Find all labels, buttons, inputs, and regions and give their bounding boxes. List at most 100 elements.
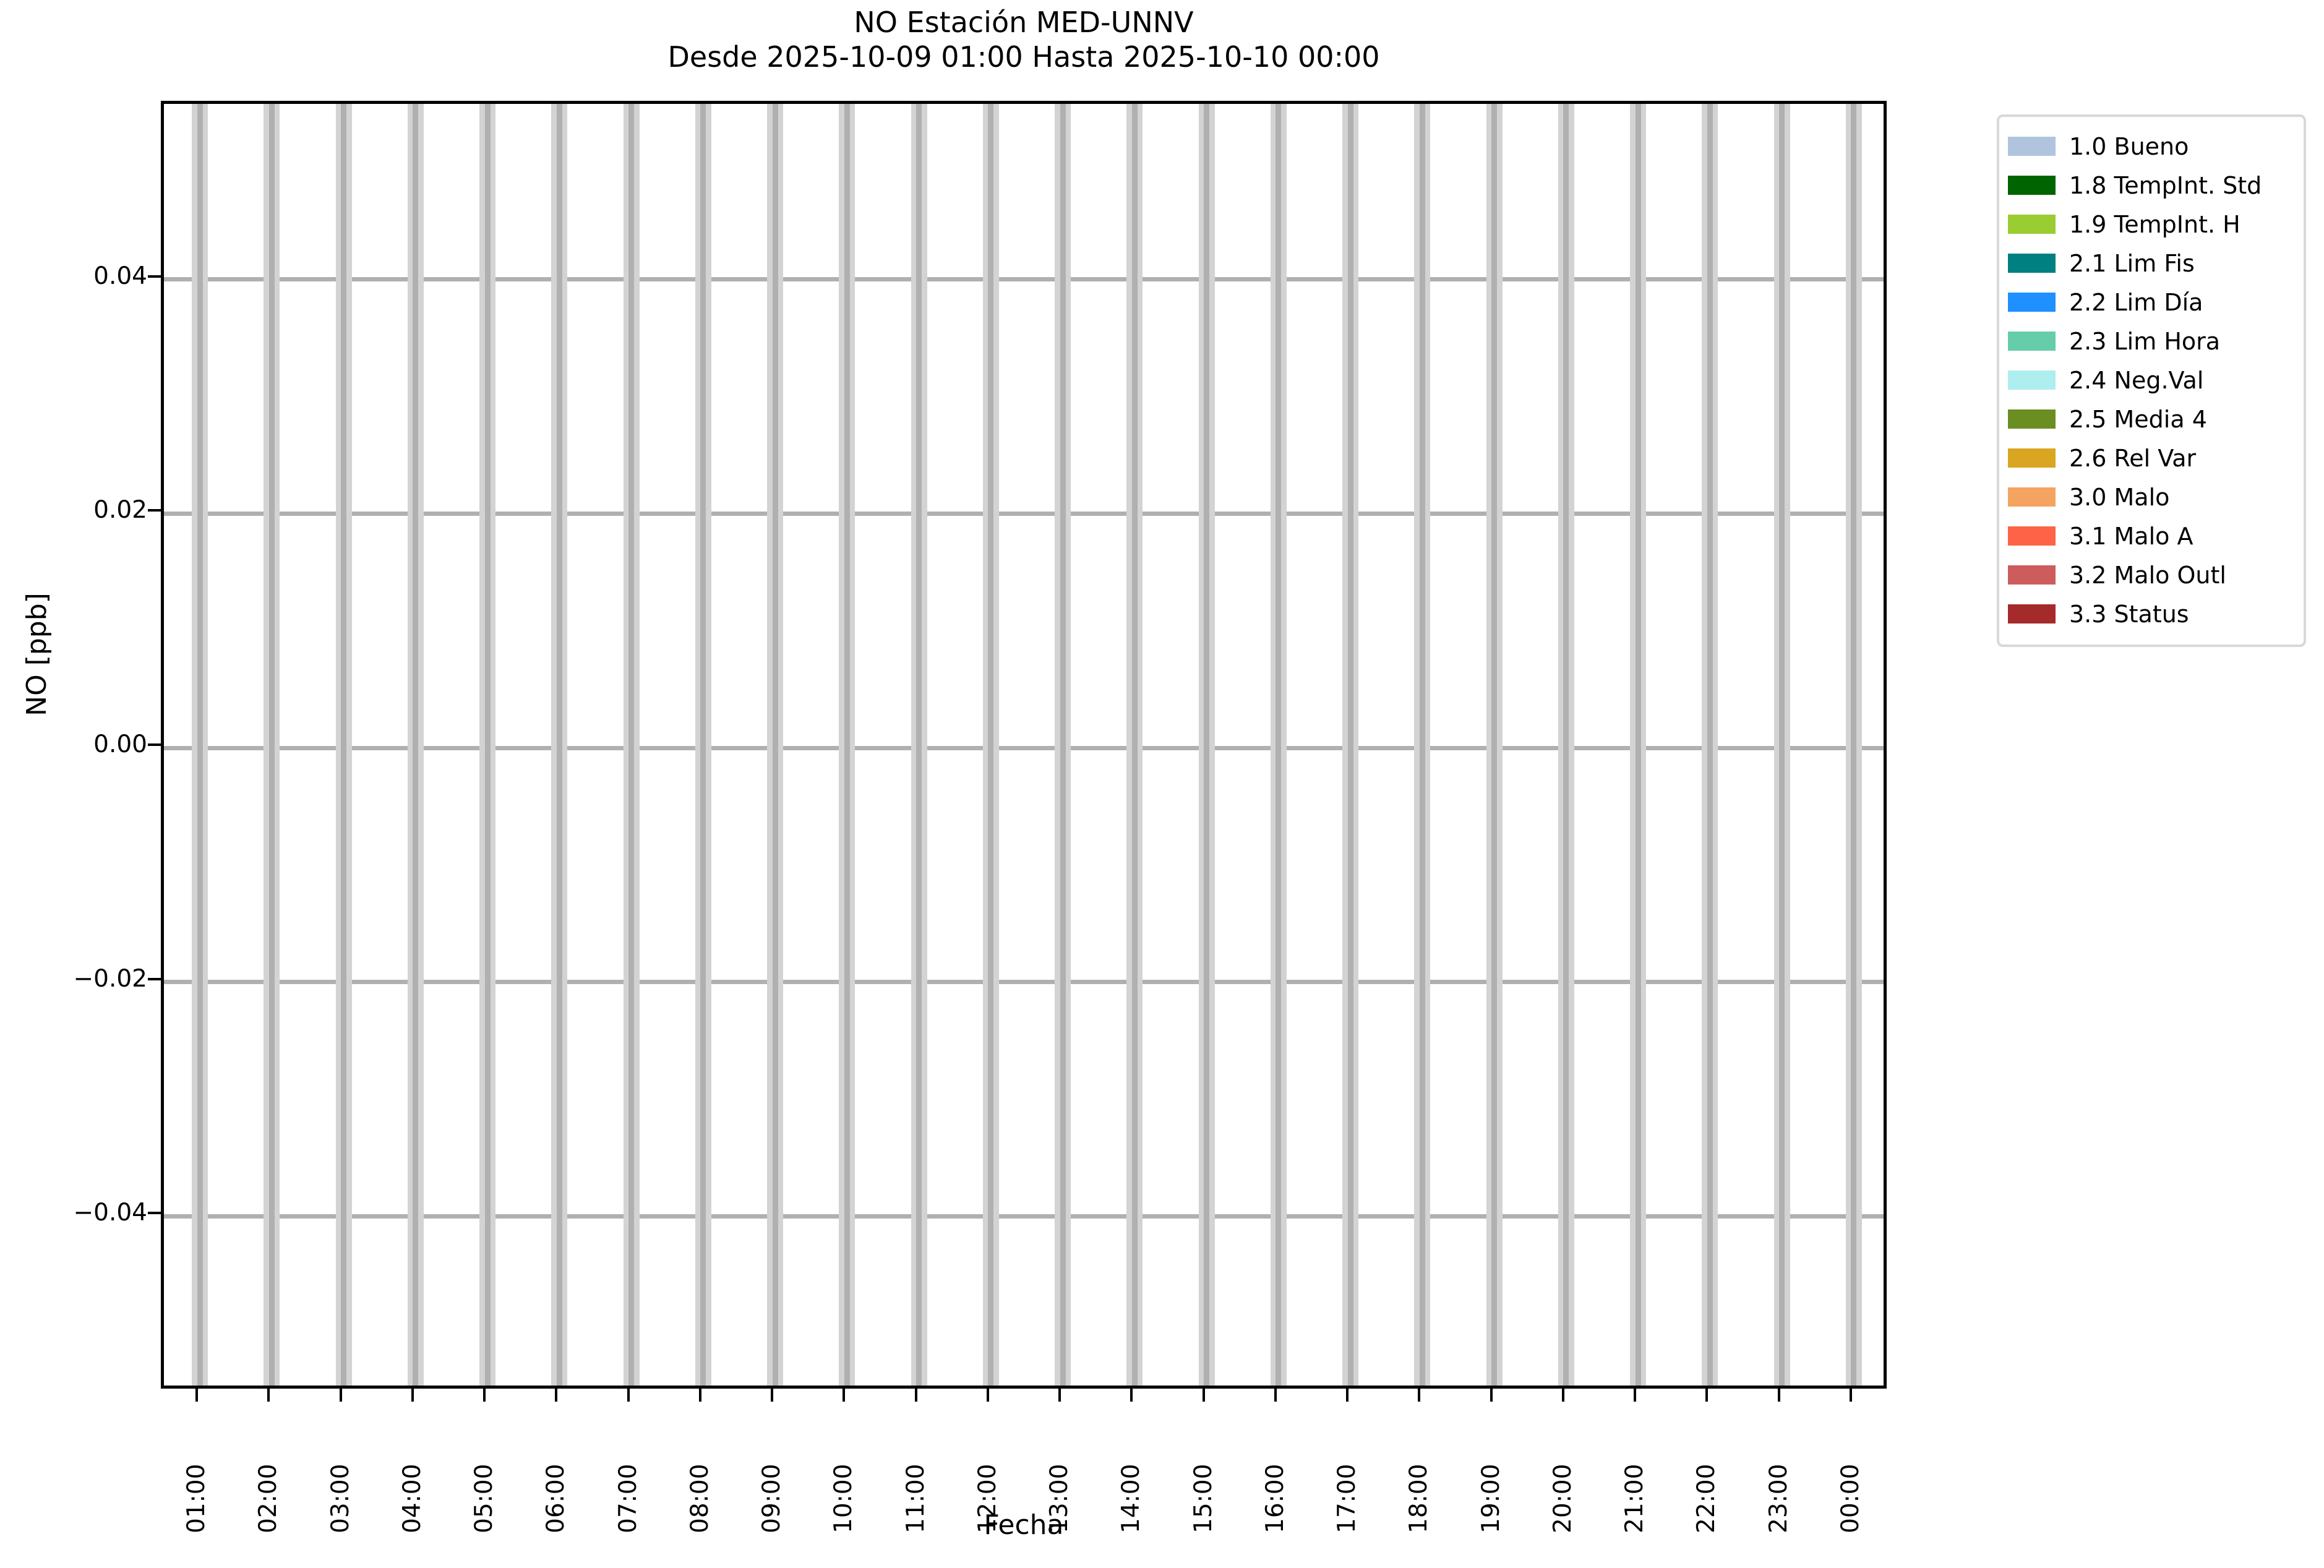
x-tick-mark (1058, 1389, 1061, 1402)
vertical-gridline (556, 104, 562, 1386)
vertical-gridline (700, 104, 706, 1386)
vertical-gridline (484, 104, 491, 1386)
vertical-gridline (1563, 104, 1569, 1386)
legend-label: 2.4 Neg.Val (2069, 366, 2204, 394)
legend-swatch (2008, 293, 2056, 312)
x-tick-mark (1634, 1389, 1637, 1402)
legend-label: 2.5 Media 4 (2069, 405, 2207, 433)
plot-inner (164, 104, 1884, 1386)
y-tick-mark (148, 977, 161, 980)
legend-item[interactable]: 2.2 Lim Día (2008, 283, 2295, 322)
vertical-gridline (988, 104, 994, 1386)
legend-swatch (2008, 332, 2056, 351)
x-tick-mark (1274, 1389, 1277, 1402)
legend-item[interactable]: 1.9 TempInt. H (2008, 205, 2295, 244)
y-tick-label: −0.04 (73, 1199, 147, 1227)
legend-label: 2.2 Lim Día (2069, 288, 2203, 316)
legend-item[interactable]: 2.3 Lim Hora (2008, 322, 2295, 361)
y-tick-label: 0.04 (93, 262, 147, 290)
legend-item[interactable]: 1.8 TempInt. Std (2008, 166, 2295, 205)
x-tick-mark (1418, 1389, 1421, 1402)
legend-swatch (2008, 137, 2056, 156)
vertical-gridline (1347, 104, 1353, 1386)
y-tick-label: 0.02 (93, 496, 147, 525)
y-tick-mark (148, 509, 161, 512)
x-tick-mark (843, 1389, 846, 1402)
legend-swatch (2008, 409, 2056, 429)
legend-swatch (2008, 176, 2056, 195)
legend-label: 3.1 Malo A (2069, 522, 2193, 550)
y-tick-label: −0.02 (73, 964, 147, 993)
y-tick-label: 0.00 (93, 730, 147, 758)
legend-item[interactable]: 3.1 Malo A (2008, 516, 2295, 555)
vertical-gridline (1707, 104, 1713, 1386)
y-tick-mark (148, 743, 161, 746)
vertical-gridline (1060, 104, 1066, 1386)
chart-subtitle: Desde 2025-10-09 01:00 Hasta 2025-10-10 … (667, 40, 1380, 74)
legend-item[interactable]: 1.0 Bueno (2008, 127, 2295, 166)
legend-label: 3.0 Malo (2069, 483, 2170, 511)
chart-title: NO Estación MED-UNNV (854, 6, 1194, 39)
vertical-gridline (916, 104, 922, 1386)
legend-label: 3.3 Status (2069, 600, 2189, 628)
x-tick-mark (339, 1389, 342, 1402)
x-tick-mark (1202, 1389, 1205, 1402)
legend-item[interactable]: 2.4 Neg.Val (2008, 361, 2295, 400)
legend-swatch (2008, 526, 2056, 546)
horizontal-gridline (164, 1214, 1884, 1219)
x-axis-ticks: 01:00 02:00 03:00 04:00 05:00 06:00 07:00 08:00… (161, 1389, 1887, 1568)
horizontal-gridline (164, 980, 1884, 985)
legend-item[interactable]: 3.2 Malo Outl (2008, 555, 2295, 594)
x-tick-mark (698, 1389, 701, 1402)
legend-swatch (2008, 604, 2056, 623)
legend-swatch (2008, 448, 2056, 468)
legend-label: 1.8 TempInt. Std (2069, 171, 2262, 199)
legend-label: 2.1 Lim Fis (2069, 249, 2195, 277)
vertical-gridline (628, 104, 635, 1386)
chart-title-block: NO Estación MED-UNNV Desde 2025-10-09 01… (161, 5, 1887, 74)
x-tick-mark (986, 1389, 989, 1402)
horizontal-gridline (164, 745, 1884, 750)
plot-area (161, 101, 1887, 1389)
legend-label: 1.9 TempInt. H (2069, 210, 2240, 238)
y-tick-mark (148, 1212, 161, 1215)
legend-label: 2.3 Lim Hora (2069, 327, 2221, 355)
vertical-gridline (844, 104, 850, 1386)
legend-item[interactable]: 2.1 Lim Fis (2008, 244, 2295, 283)
vertical-gridline (1131, 104, 1138, 1386)
legend-swatch (2008, 565, 2056, 585)
legend-swatch (2008, 215, 2056, 234)
vertical-gridline (1276, 104, 1282, 1386)
x-tick-mark (771, 1389, 774, 1402)
legend-item[interactable]: 2.6 Rel Var (2008, 439, 2295, 478)
legend-swatch (2008, 371, 2056, 390)
y-axis-label: NO [ppb] (21, 593, 53, 716)
vertical-gridline (268, 104, 275, 1386)
vertical-gridline (197, 104, 203, 1386)
vertical-gridline (1779, 104, 1785, 1386)
y-tick-mark (148, 275, 161, 278)
x-tick-mark (267, 1389, 270, 1402)
vertical-gridline (1419, 104, 1425, 1386)
legend-item[interactable]: 3.3 Status (2008, 594, 2295, 633)
x-tick-mark (1130, 1389, 1133, 1402)
chart-legend: 1.0 Bueno 1.8 TempInt. Std 1.9 TempInt. H 2… (1997, 114, 2306, 647)
horizontal-gridline (164, 511, 1884, 516)
vertical-gridline (1491, 104, 1498, 1386)
legend-label: 1.0 Bueno (2069, 132, 2189, 160)
legend-swatch (2008, 487, 2056, 507)
vertical-gridline (772, 104, 778, 1386)
legend-label: 3.2 Malo Outl (2069, 561, 2226, 589)
vertical-gridline (1204, 104, 1210, 1386)
x-tick-mark (627, 1389, 630, 1402)
legend-item[interactable]: 2.5 Media 4 (2008, 400, 2295, 439)
y-axis-tick-labels: −0.04 −0.02 0.00 0.02 0.04 (0, 101, 147, 1389)
legend-swatch (2008, 254, 2056, 273)
x-tick-mark (1490, 1389, 1493, 1402)
vertical-gridline (1635, 104, 1641, 1386)
x-tick-mark (914, 1389, 917, 1402)
legend-item[interactable]: 3.0 Malo (2008, 478, 2295, 516)
x-tick-mark (195, 1389, 199, 1402)
vertical-gridline (413, 104, 419, 1386)
